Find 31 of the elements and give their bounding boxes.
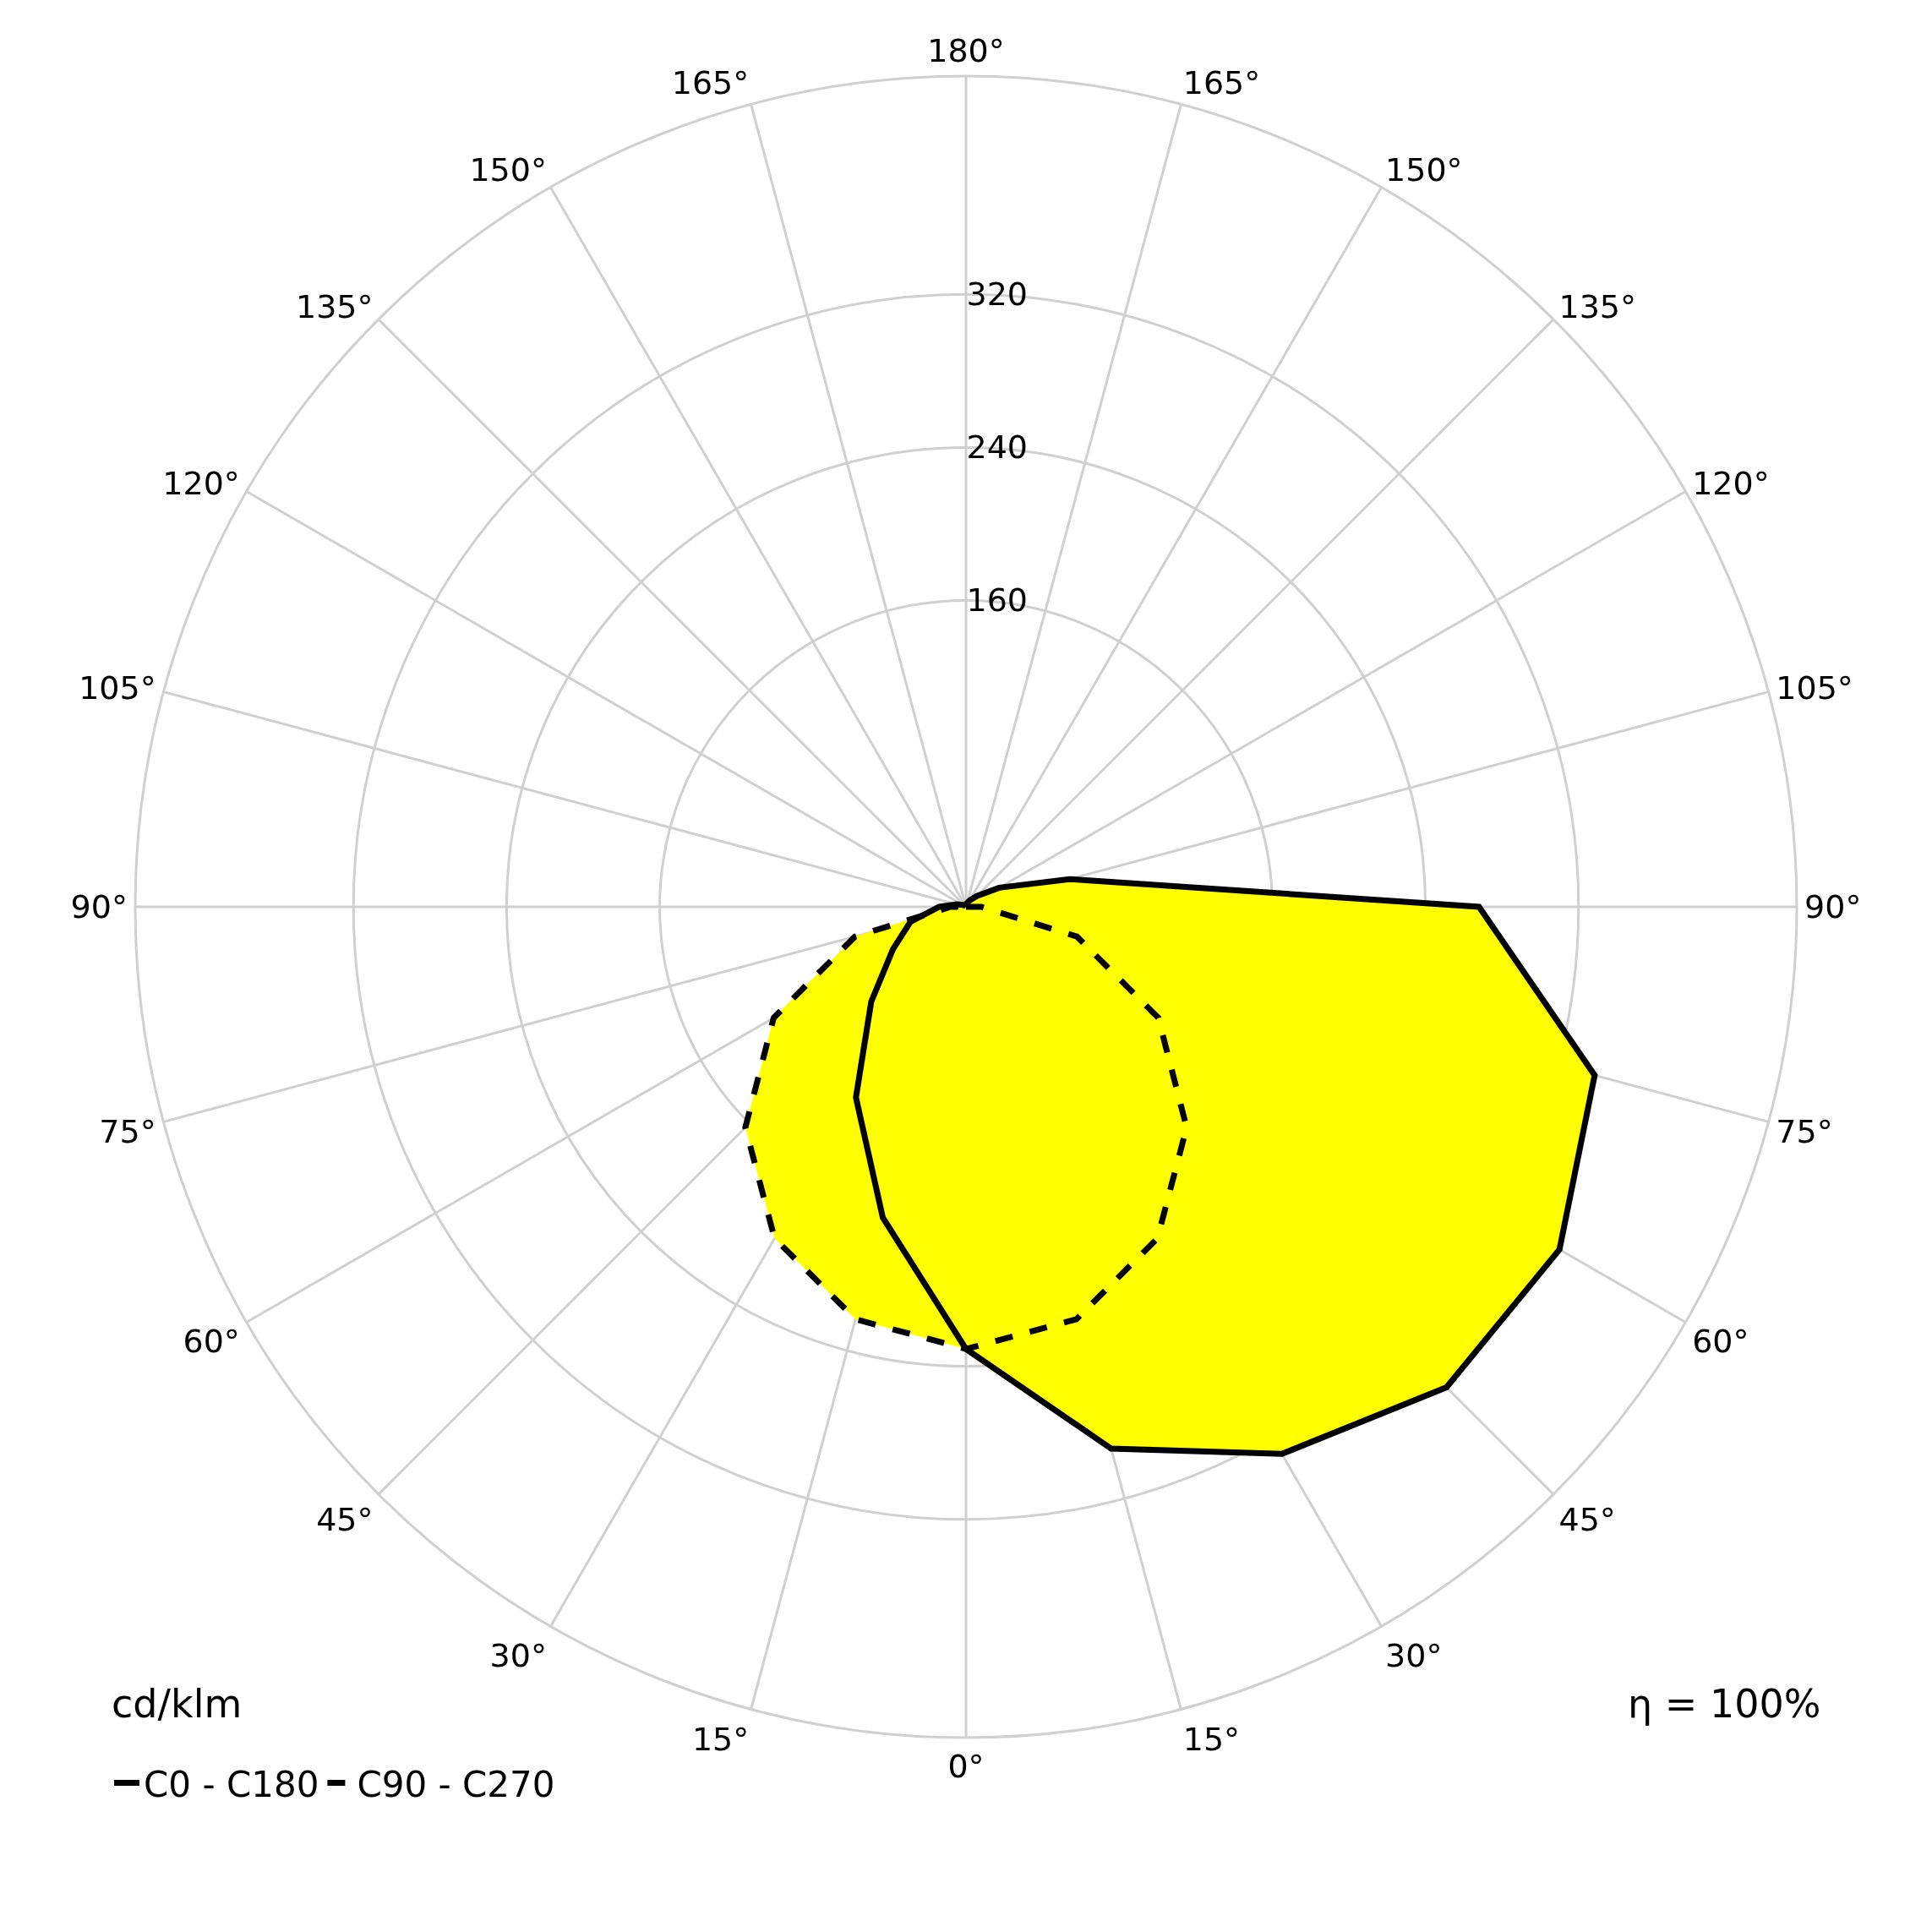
spoke-label: 0° [947, 1748, 985, 1786]
spoke-label: 15° [691, 1721, 750, 1759]
spoke-label: 75° [99, 1113, 156, 1151]
y-tick-label: 160 [966, 581, 1029, 619]
spoke-label: 165° [671, 63, 750, 101]
y-tick-label: 320 [966, 275, 1029, 313]
spoke-label: 180° [927, 32, 1005, 70]
y-tick-label: 240 [966, 428, 1029, 466]
legend-label: C90 - C270 [357, 1763, 555, 1805]
spoke-label: 150° [469, 150, 547, 188]
spoke-label: 60° [183, 1322, 240, 1360]
spoke-label: 165° [1182, 63, 1261, 101]
legend-label: C0 - C180 [144, 1763, 319, 1805]
spoke-label: 120° [1692, 464, 1770, 502]
text: cd/klm [112, 1681, 243, 1727]
spoke-label: 90° [1804, 888, 1862, 926]
spoke-label: 45° [316, 1500, 374, 1538]
spoke-label: 30° [489, 1636, 547, 1674]
spoke-label: 15° [1182, 1721, 1241, 1759]
spoke-label: 135° [295, 287, 374, 325]
spoke-label: 75° [1776, 1113, 1833, 1151]
spoke-label: 135° [1558, 287, 1637, 325]
spoke-label: 90° [70, 888, 128, 926]
spoke-label: 45° [1558, 1500, 1616, 1538]
spoke-label: 105° [79, 669, 156, 707]
spoke-label: 105° [1776, 669, 1853, 707]
spoke-label: 120° [162, 464, 240, 502]
spoke-label: 60° [1692, 1322, 1749, 1360]
spoke-label: 30° [1385, 1636, 1443, 1674]
text: η = 100% [1628, 1681, 1821, 1727]
spoke-label: 150° [1385, 150, 1463, 188]
